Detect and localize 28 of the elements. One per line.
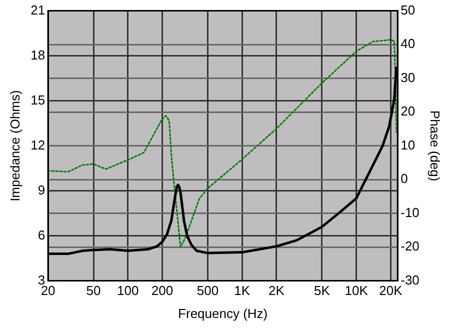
x-tick-label: 2K: [268, 283, 285, 298]
x-tick-label: 20K: [379, 283, 403, 298]
y-tick-label: 15: [30, 92, 46, 108]
x-tick-label: 5K: [314, 283, 330, 298]
y2-tick-label: 30: [400, 70, 416, 85]
y-axis-title: Impedance (Ohms): [7, 90, 22, 202]
y2-tick-label: 50: [400, 2, 416, 18]
y-tick-label: 21: [30, 2, 46, 18]
y2-tick-label: -20: [400, 238, 420, 254]
y2-tick-label: 10: [400, 137, 416, 152]
y-tick-label: 9: [38, 182, 46, 198]
x-tick-label: 200: [151, 283, 174, 298]
x-tick-label: 50: [86, 283, 101, 298]
x-tick-label: 100: [117, 283, 139, 298]
y2-tick-label: -30: [400, 272, 420, 288]
y2-tick-label: 40: [400, 36, 416, 52]
x-tick-label: 500: [196, 283, 219, 298]
x-tick-label: 10K: [344, 283, 368, 298]
y-tick-label: 6: [38, 227, 46, 242]
y-tick-label: 12: [30, 137, 46, 152]
y-tick-label: 3: [38, 272, 46, 288]
y2-tick-label: 20: [400, 104, 416, 119]
y2-tick-label: 0: [400, 171, 408, 186]
y2-tick-label: -10: [400, 204, 420, 220]
x-axis-title: Frequency (Hz): [178, 306, 268, 321]
y-tick-label: 18: [30, 47, 46, 62]
y2-axis-title: Phase (deg): [428, 110, 443, 182]
x-tick-label: 1K: [234, 283, 250, 298]
